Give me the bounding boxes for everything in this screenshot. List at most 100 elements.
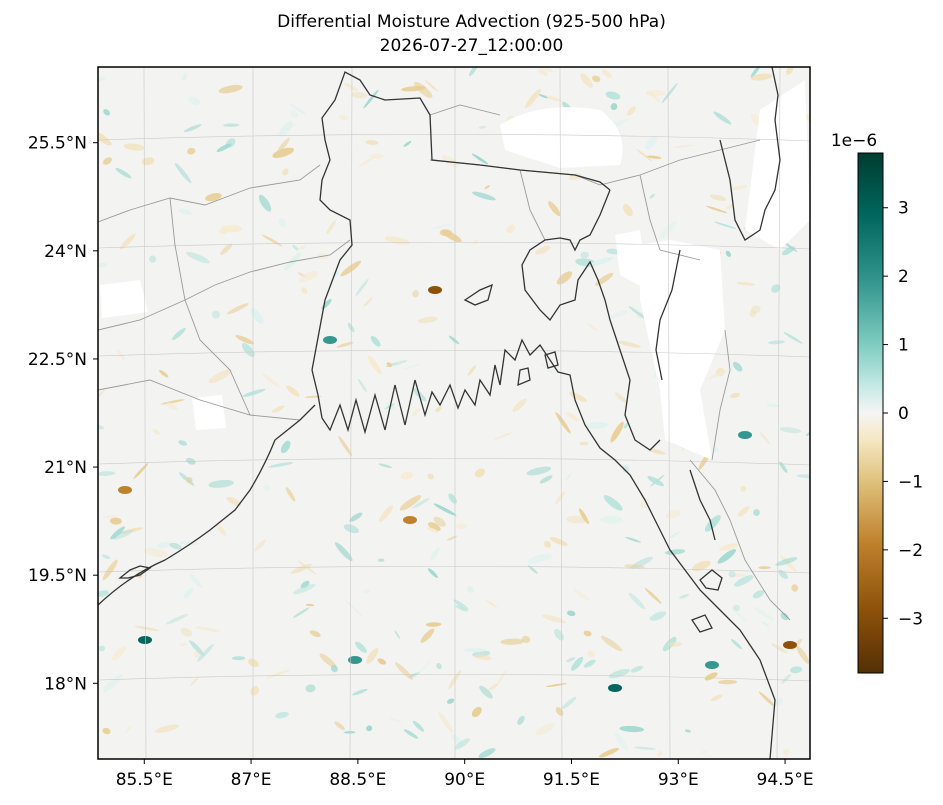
- field-streak: [184, 587, 194, 599]
- field-streak: [783, 332, 803, 344]
- field-streak: [527, 553, 552, 564]
- field-streak: [115, 167, 132, 179]
- field-streak: [733, 575, 754, 587]
- field-anomalies: [98, 67, 810, 759]
- field-streak: [110, 517, 122, 525]
- field-streak: [309, 630, 321, 638]
- field-streak: [349, 512, 363, 522]
- y-tick-label: 19.5°N: [28, 566, 87, 586]
- field-streak: [566, 412, 580, 422]
- field-streak: [494, 432, 513, 440]
- field-streak: [541, 363, 557, 376]
- field-streak: [330, 664, 338, 673]
- gridlines: [98, 67, 810, 759]
- field-streak: [254, 539, 267, 552]
- field-streak: [625, 536, 641, 543]
- field-streak: [623, 204, 633, 217]
- field-streak: [555, 491, 566, 505]
- field-streak: [98, 129, 112, 146]
- field-streak: [583, 659, 596, 668]
- y-tick-label: 21°N: [44, 458, 87, 478]
- colorbar-tick-label: −1: [898, 472, 923, 492]
- field-streak: [705, 205, 728, 214]
- field-streak: [732, 361, 743, 372]
- field-streak: [592, 75, 601, 83]
- field-streak: [367, 355, 382, 375]
- field-streak: [190, 676, 200, 686]
- field-streak: [566, 610, 576, 617]
- field-streak: [351, 91, 368, 99]
- field-streak: [98, 590, 109, 597]
- field-streak: [649, 474, 665, 487]
- field-streak: [605, 91, 621, 100]
- field-streak: [737, 506, 750, 517]
- field-streak: [761, 620, 770, 627]
- field-streak: [134, 625, 159, 631]
- field-streak: [526, 466, 552, 476]
- field-streak: [471, 153, 489, 165]
- field-streak: [235, 335, 255, 345]
- field-streak: [753, 509, 760, 516]
- field-streak: [779, 461, 788, 473]
- field-streak: [355, 278, 369, 296]
- field-streak: [208, 479, 234, 488]
- field-streak: [646, 155, 662, 159]
- field-streak: [301, 287, 308, 294]
- field-streak: [704, 514, 721, 532]
- field-streak: [110, 526, 125, 540]
- field-streak: [749, 310, 757, 318]
- field-streak: [713, 111, 732, 125]
- field-streak: [250, 308, 264, 324]
- x-tick-label: 91.5°E: [543, 770, 600, 790]
- field-streak: [424, 79, 439, 92]
- field-streak: [258, 194, 272, 212]
- field-streak: [304, 395, 322, 398]
- field-streak: [759, 431, 771, 445]
- field-streak: [343, 730, 356, 734]
- field-streak: [388, 717, 403, 724]
- field-streak: [512, 398, 527, 412]
- field-streak: [623, 422, 629, 429]
- field-streak: [358, 156, 376, 167]
- field-streak: [427, 473, 434, 480]
- field-streak: [436, 662, 442, 670]
- field-streak: [226, 496, 242, 507]
- field-streak: [791, 584, 799, 592]
- field-streak: [250, 686, 259, 696]
- field-streak: [679, 594, 690, 599]
- field-anomaly: [608, 684, 622, 692]
- field-streak: [102, 157, 112, 165]
- field-streak: [120, 233, 136, 250]
- field-streak: [472, 191, 496, 201]
- colorbar-scale-label: 1e−6: [831, 131, 877, 151]
- field-streak: [719, 543, 739, 551]
- field-streak: [555, 707, 564, 716]
- field-streak: [714, 221, 737, 229]
- field-streak: [488, 683, 498, 691]
- field-streak: [290, 563, 312, 574]
- field-anomaly: [783, 641, 797, 649]
- field-streak: [474, 654, 492, 660]
- field-streak: [171, 327, 186, 341]
- colorbar-gradient: [857, 152, 884, 674]
- field-streak: [186, 251, 210, 264]
- field-anomaly: [705, 661, 719, 669]
- field-streak: [783, 748, 790, 755]
- field-streak: [469, 67, 478, 77]
- field-streak: [790, 666, 803, 674]
- field-streak: [538, 69, 548, 76]
- field-anomaly: [348, 656, 362, 664]
- field-streak: [208, 369, 233, 384]
- field-streak: [527, 565, 538, 574]
- field-streak: [278, 121, 293, 137]
- field-streak: [394, 630, 401, 639]
- field-streak: [189, 573, 203, 589]
- map-panel: [98, 67, 810, 759]
- field-streak: [610, 421, 624, 443]
- field-streak: [278, 218, 286, 227]
- field-streak: [538, 94, 548, 99]
- field-streak: [467, 365, 476, 376]
- field-anomaly: [323, 336, 337, 344]
- field-streak: [607, 310, 628, 320]
- x-tick-label: 88.5°E: [329, 770, 386, 790]
